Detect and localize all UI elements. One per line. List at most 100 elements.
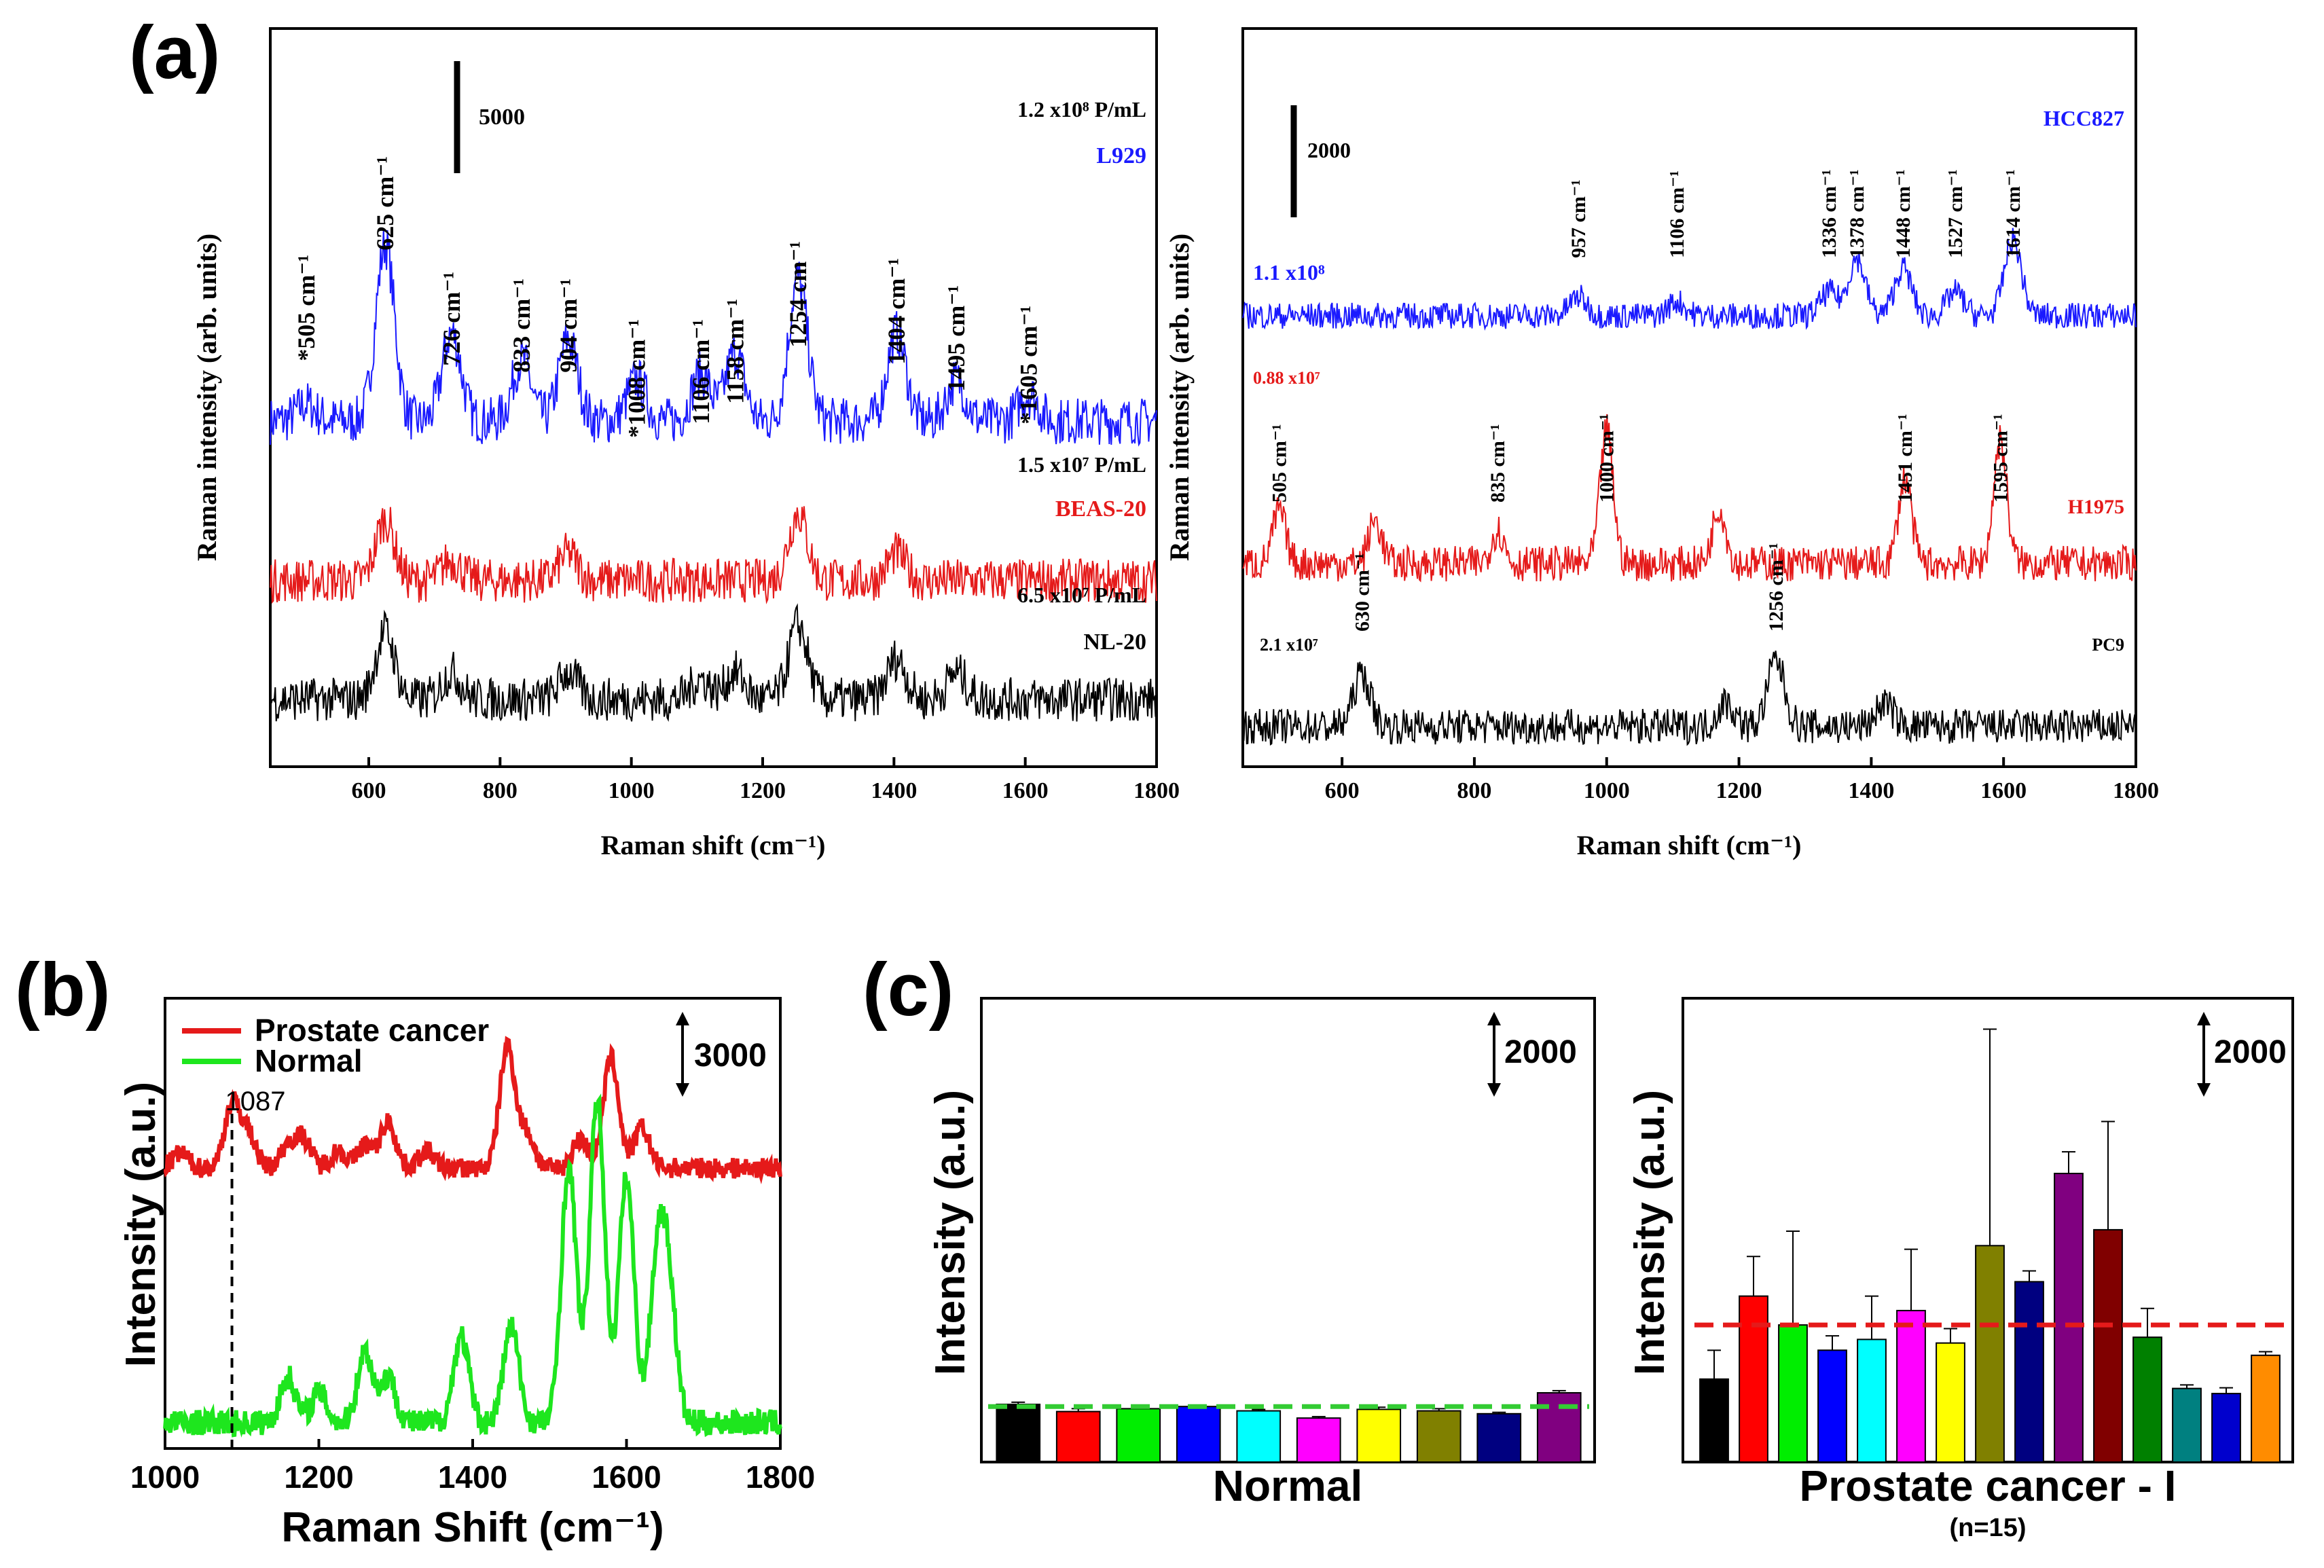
- series-name: L929: [1096, 143, 1146, 168]
- scale-arrow-head-down: [676, 1083, 689, 1097]
- x-tick-label: 800: [1457, 778, 1491, 803]
- scale-arrow-head-up: [2197, 1012, 2211, 1025]
- scale-bar-label: 2000: [1307, 138, 1351, 162]
- scale-bar-label: 2000: [2214, 1034, 2287, 1070]
- scale-arrow-head-up: [1487, 1012, 1501, 1025]
- y-axis-label: Intensity (a.u.): [117, 1082, 164, 1367]
- peak-label: 505 cm⁻¹: [1269, 424, 1291, 503]
- peak-label: 1614 cm⁻¹: [2002, 169, 2025, 258]
- trace-beas-20: [270, 506, 1157, 604]
- bar: [2211, 1393, 2241, 1463]
- series-name: HCC827: [2044, 106, 2124, 130]
- series-concentration: 0.88 x10⁷: [1253, 368, 1320, 388]
- peak-label: 835 cm⁻¹: [1487, 424, 1509, 503]
- x-tick-label: 1000: [130, 1459, 200, 1495]
- bar: [1739, 1295, 1768, 1463]
- x-axis-label: Prostate cancer - I: [1800, 1461, 2177, 1510]
- trace-nl-20: [270, 603, 1157, 722]
- bar: [1055, 1410, 1101, 1463]
- y-axis-label: Raman intensity (arb. units): [1164, 234, 1195, 561]
- peak-label: 1451 cm⁻¹: [1894, 414, 1917, 503]
- peak-label: 1106 cm⁻¹: [1666, 170, 1688, 258]
- x-tick-label: 1200: [284, 1459, 353, 1495]
- x-axis-label: Raman Shift (cm⁻¹): [281, 1504, 664, 1551]
- bar: [1116, 1408, 1161, 1463]
- x-tick-label: 1600: [1002, 778, 1049, 803]
- peak-label: 1000 cm⁻¹: [1596, 414, 1618, 503]
- peak-label: 1448 cm⁻¹: [1892, 169, 1914, 258]
- bar: [1778, 1324, 1808, 1463]
- x-tick-label: 600: [1325, 778, 1360, 803]
- bar: [2014, 1281, 2044, 1463]
- legend-label-cancer: Prostate cancer: [255, 1013, 489, 1048]
- bar: [1176, 1406, 1221, 1463]
- series-concentration: 1.1 x10⁸: [1253, 260, 1325, 285]
- peak-label: 1158 cm⁻¹: [721, 299, 748, 404]
- x-tick-label: 1800: [746, 1459, 815, 1495]
- series-concentration: 1.2 x10⁸ P/mL: [1017, 97, 1146, 122]
- peak-marker-label: 1087: [225, 1087, 286, 1116]
- chart-c-cancer: 2000 Prostate cancer - I (n=15) Intensit…: [1627, 997, 2294, 1542]
- x-tick-label: 800: [483, 778, 518, 803]
- peak-label: 630 cm⁻¹: [1351, 553, 1373, 632]
- bar: [1296, 1417, 1341, 1463]
- bar: [2132, 1336, 2162, 1463]
- x-tick-label: 1800: [1133, 778, 1180, 803]
- peak-label: 1256 cm⁻¹: [1765, 543, 1787, 632]
- x-tick-label: 1400: [438, 1459, 507, 1495]
- scale-bar-label: 2000: [1504, 1034, 1577, 1070]
- bar: [1699, 1378, 1729, 1463]
- x-tick-label: 1200: [1716, 778, 1762, 803]
- chart-c-normal: 2000 Normal Intensity (a.u.): [927, 997, 1596, 1510]
- bar: [2251, 1354, 2281, 1463]
- peak-label: 1378 cm⁻¹: [1846, 169, 1868, 258]
- series-concentration: 1.5 x10⁷ P/mL: [1017, 452, 1146, 477]
- trace-cancer: [163, 1036, 782, 1184]
- bar: [1896, 1309, 1926, 1463]
- peak-label: 833 cm⁻¹: [508, 278, 535, 373]
- peak-label: 904 cm⁻¹: [555, 278, 582, 373]
- panel-b-label: (b): [15, 948, 110, 1032]
- x-tick-label: 1200: [740, 778, 786, 803]
- bar: [2172, 1387, 2202, 1463]
- series-name: PC9: [2092, 635, 2124, 655]
- peak-label: 726 cm⁻¹: [438, 272, 465, 366]
- x-tick-label: 1600: [1980, 778, 2027, 803]
- trace-l929: [270, 228, 1157, 447]
- x-tick-label: 1000: [609, 778, 655, 803]
- trace-h1975: [1242, 414, 2137, 583]
- trace-hcc827: [1242, 227, 2137, 331]
- y-axis-label: Intensity (a.u.): [1627, 1090, 1673, 1375]
- bar: [996, 1404, 1041, 1463]
- peak-label: 1336 cm⁻¹: [1818, 169, 1840, 258]
- x-axis-label: Normal: [1213, 1461, 1363, 1510]
- series-concentration: 6.5 x10⁷ P/mL: [1017, 583, 1146, 607]
- peak-label: 1106 cm⁻¹: [687, 319, 714, 424]
- bar: [1236, 1410, 1282, 1463]
- series-name: BEAS-20: [1055, 496, 1146, 522]
- y-axis-label: Intensity (a.u.): [927, 1090, 974, 1375]
- series-name: H1975: [2068, 496, 2124, 518]
- peak-label: *1605 cm⁻¹: [1015, 306, 1042, 424]
- peak-label: 1527 cm⁻¹: [1944, 169, 1967, 258]
- x-tick-label: 1400: [871, 778, 917, 803]
- trace-normal: [163, 1093, 782, 1438]
- x-tick-label: 600: [352, 778, 386, 803]
- series-concentration: 2.1 x10⁷: [1260, 635, 1318, 655]
- peak-label: *505 cm⁻¹: [293, 255, 320, 361]
- plot-frame: [980, 997, 1596, 1463]
- trace-pc9: [1242, 651, 2137, 746]
- panel-a-label: (a): [129, 11, 220, 94]
- scale-bar-label: 5000: [479, 105, 525, 130]
- peak-label: 957 cm⁻¹: [1567, 179, 1590, 258]
- x-axis-sublabel: (n=15): [1950, 1514, 2027, 1542]
- bar: [1975, 1245, 2005, 1463]
- scale-arrow-head-down: [2197, 1083, 2211, 1097]
- peak-label: 625 cm⁻¹: [371, 156, 399, 251]
- bar: [1536, 1392, 1582, 1463]
- bar: [1817, 1349, 1847, 1463]
- scale-arrow-head-down: [1487, 1083, 1501, 1097]
- peak-label: 1254 cm⁻¹: [784, 241, 812, 348]
- x-axis-label: Raman shift (cm⁻¹): [1577, 830, 1802, 860]
